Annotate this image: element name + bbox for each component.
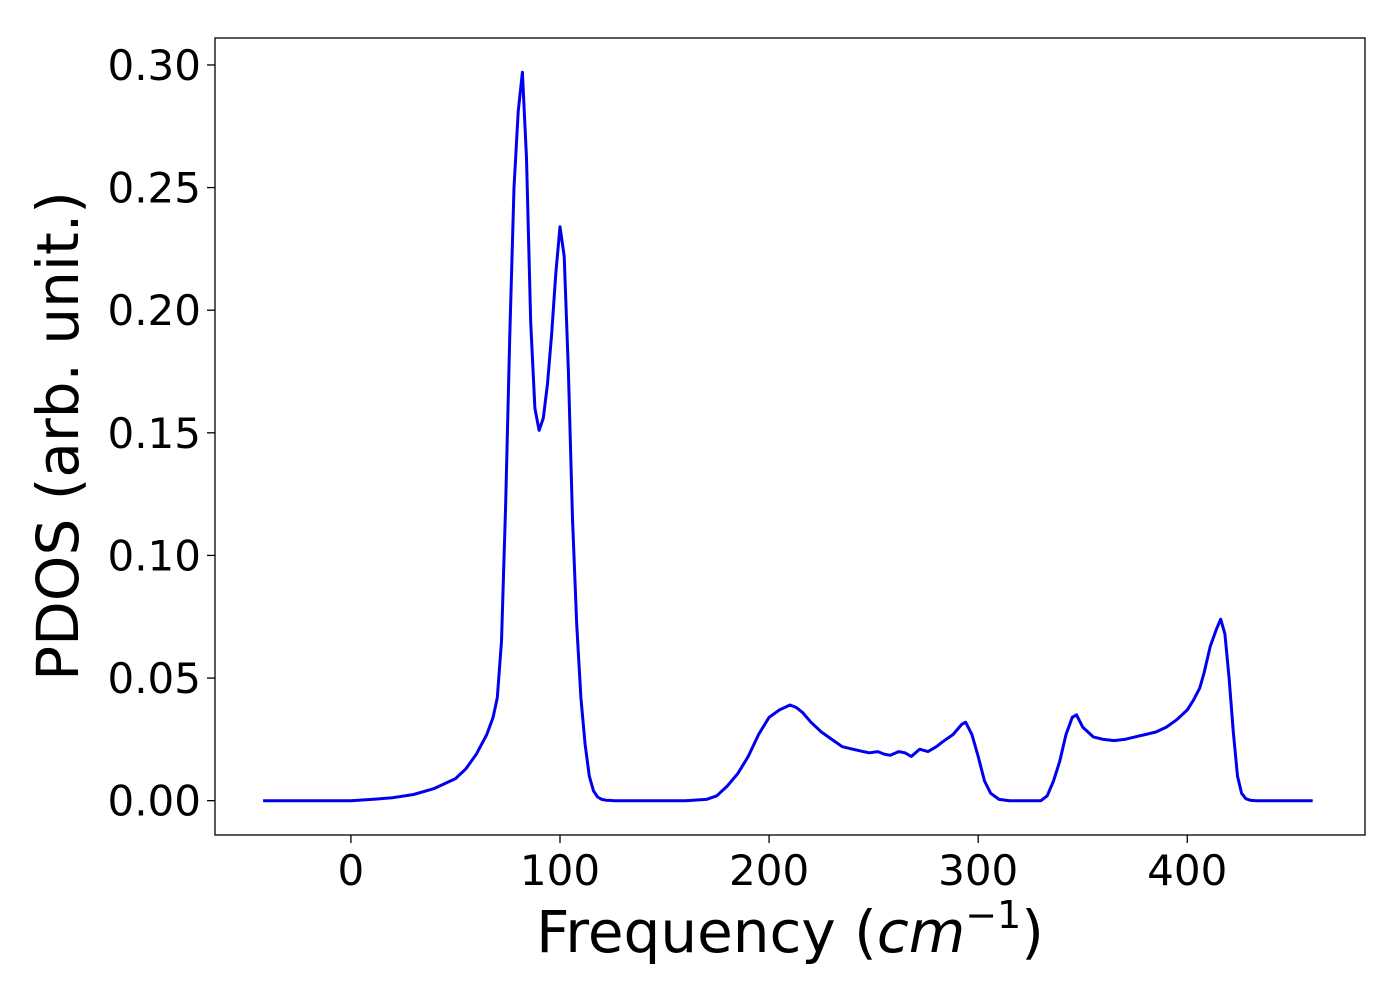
x-tick-label: 0 <box>338 846 365 895</box>
x-axis-ticks: 0 100 200 300 400 <box>338 835 1227 895</box>
y-tick-label: 0.20 <box>107 286 201 335</box>
plot-frame <box>214 37 1366 836</box>
y-tick-label: 0.05 <box>107 654 201 703</box>
y-tick-label: 0.15 <box>107 409 201 458</box>
x-axis-label: Frequency (cm−1) <box>536 893 1044 966</box>
x-tick-label: 200 <box>729 846 809 895</box>
x-tick-label: 300 <box>938 846 1018 895</box>
x-tick-label: 400 <box>1147 846 1227 895</box>
y-tick-label: 0.10 <box>107 531 201 580</box>
x-tick-label: 100 <box>520 846 600 895</box>
y-tick-label: 0.00 <box>107 777 201 826</box>
y-tick-label: 0.30 <box>107 41 201 90</box>
pdos-series-line <box>263 70 1313 803</box>
y-axis-ticks: 0.00 0.05 0.10 0.15 0.20 0.25 0.30 <box>107 41 215 826</box>
y-axis-label: PDOS (arb. unit.) <box>24 191 92 681</box>
y-tick-label: 0.25 <box>107 164 201 213</box>
